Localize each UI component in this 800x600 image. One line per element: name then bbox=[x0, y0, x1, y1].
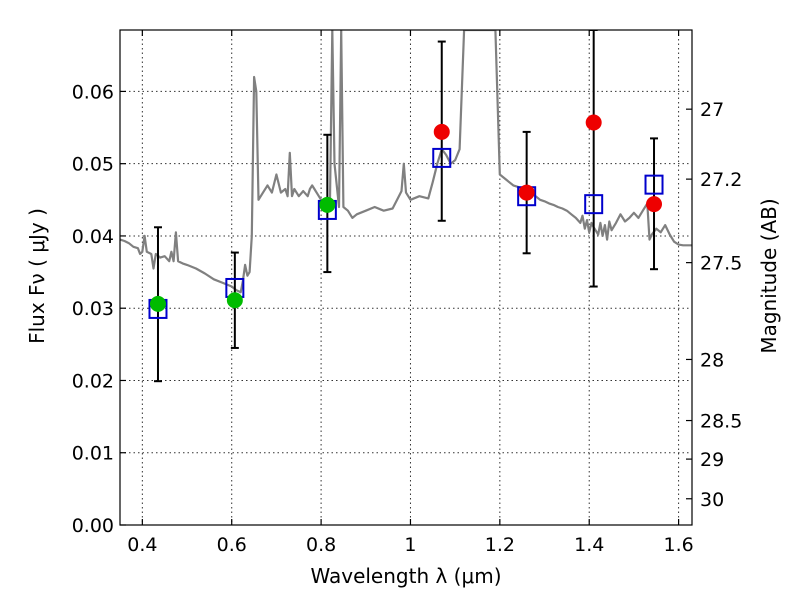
y-tick-label: 0.05 bbox=[72, 154, 114, 176]
y-axis-label: Flux Fν ( μJy ) bbox=[25, 208, 49, 344]
right-axis-label: Magnitude (AB) bbox=[757, 198, 781, 353]
observed-flux-point bbox=[518, 184, 535, 201]
right-tick-label: 28 bbox=[700, 349, 724, 371]
x-tick-label: 1.4 bbox=[574, 534, 604, 556]
plot-frame bbox=[119, 29, 693, 526]
y-tick-label: 0.02 bbox=[72, 370, 114, 392]
model-spectrum-line bbox=[120, 30, 692, 294]
plot-area bbox=[120, 30, 692, 383]
grid bbox=[120, 30, 692, 526]
x-tick-label: 1 bbox=[404, 534, 416, 556]
right-tick-label: 27.5 bbox=[700, 253, 742, 275]
y-tick-label: 0.00 bbox=[72, 515, 114, 537]
x-axis-label: Wavelength λ (μm) bbox=[310, 564, 501, 588]
model-photometry-box bbox=[584, 194, 604, 215]
y-tick-label: 0.01 bbox=[72, 443, 114, 465]
right-tick-label: 27.2 bbox=[700, 169, 742, 191]
observed-flux-point bbox=[585, 114, 602, 131]
y-tick-label: 0.03 bbox=[72, 298, 114, 320]
right-tick-label: 30 bbox=[700, 489, 724, 511]
observed-flux-point bbox=[226, 292, 243, 309]
x-tick-label: 0.8 bbox=[306, 534, 336, 556]
observed-flux-point bbox=[433, 123, 450, 140]
observed-flux-point bbox=[149, 295, 166, 312]
right-tick-label: 29 bbox=[700, 449, 724, 471]
observed-flux-point bbox=[646, 196, 663, 213]
model-photometry-box bbox=[432, 147, 452, 168]
x-tick-label: 1.6 bbox=[663, 534, 693, 556]
model-photometry-box bbox=[644, 174, 664, 195]
right-tick-label: 28.5 bbox=[700, 411, 742, 433]
x-tick-label: 0.6 bbox=[217, 534, 247, 556]
y-tick-label: 0.04 bbox=[72, 226, 114, 248]
x-tick-label: 0.4 bbox=[127, 534, 157, 556]
axes: 0.4 0.6 0.8 1 1.2 1.4 1.6 0.00 0.01 0.02 0.03 0.04 0… bbox=[72, 29, 742, 556]
right-tick-label: 27 bbox=[700, 99, 724, 121]
y-tick-label: 0.06 bbox=[72, 81, 114, 103]
observed-flux-point bbox=[319, 196, 336, 213]
x-tick-label: 1.2 bbox=[485, 534, 515, 556]
